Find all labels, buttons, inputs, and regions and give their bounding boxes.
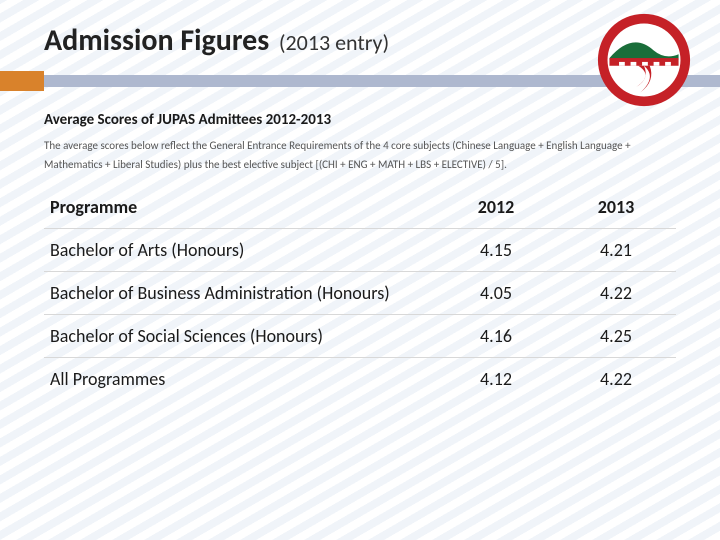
slide-title-main: Admission Figures [44,22,269,59]
cell-2012: 4.16 [436,315,556,358]
cell-programme: Bachelor of Business Administration (Hon… [44,272,436,315]
table-row: All Programmes 4.12 4.22 [44,358,676,401]
cell-2012: 4.12 [436,358,556,401]
cell-programme: Bachelor of Arts (Honours) [44,229,436,272]
cell-2012: 4.05 [436,272,556,315]
section-description: The average scores below reflect the Gen… [44,137,676,174]
institution-logo [596,12,692,108]
table-header-row: Programme 2012 2013 [44,192,676,229]
header-2013: 2013 [556,192,676,229]
scores-table: Programme 2012 2013 Bachelor of Arts (Ho… [44,192,676,400]
cell-2012: 4.15 [436,229,556,272]
accent-orange-block [0,71,44,91]
slide-title-sub: (2013 entry) [279,29,389,56]
cell-2013: 4.22 [556,272,676,315]
section-subhead: Average Scores of JUPAS Admittees 2012-2… [44,111,676,129]
cell-programme: Bachelor of Social Sciences (Honours) [44,315,436,358]
table-row: Bachelor of Business Administration (Hon… [44,272,676,315]
table-row: Bachelor of Social Sciences (Honours) 4.… [44,315,676,358]
cell-2013: 4.25 [556,315,676,358]
table-row: Bachelor of Arts (Honours) 4.15 4.21 [44,229,676,272]
cell-2013: 4.21 [556,229,676,272]
header-programme: Programme [44,192,436,229]
header-2012: 2012 [436,192,556,229]
cell-programme: All Programmes [44,358,436,401]
cell-2013: 4.22 [556,358,676,401]
